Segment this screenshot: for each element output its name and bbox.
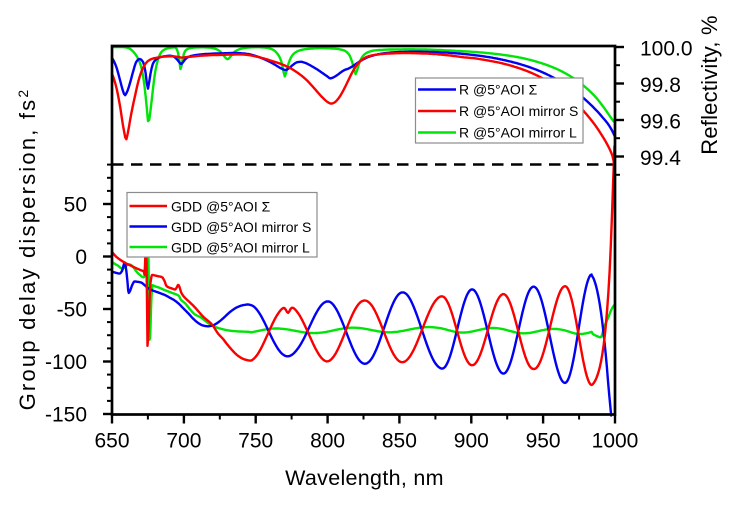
svg-text:-100: -100 [45, 351, 87, 374]
svg-text:950: 950 [526, 430, 561, 453]
svg-text:Reflectivity, %: Reflectivity, % [697, 15, 722, 155]
svg-text:Group delay dispersion, fs2: Group delay dispersion, fs2 [15, 88, 40, 411]
svg-text:Wavelength, nm: Wavelength, nm [285, 466, 444, 490]
svg-text:R @5°AOI Σ: R @5°AOI Σ [459, 82, 538, 98]
svg-text:700: 700 [166, 430, 201, 453]
svg-text:99.6: 99.6 [640, 111, 681, 134]
svg-text:650: 650 [94, 430, 129, 453]
svg-text:-150: -150 [45, 403, 87, 426]
svg-text:R @5°AOI mirror S: R @5°AOI mirror S [459, 103, 578, 119]
svg-text:GDD @5°AOI mirror S: GDD @5°AOI mirror S [171, 219, 311, 235]
svg-text:R @5°AOI mirror L: R @5°AOI mirror L [459, 125, 577, 141]
svg-text:GDD @5°AOI Σ: GDD @5°AOI Σ [171, 199, 271, 215]
svg-text:100.0: 100.0 [640, 38, 693, 61]
svg-text:0: 0 [75, 246, 87, 269]
svg-text:GDD @5°AOI mirror L: GDD @5°AOI mirror L [171, 240, 310, 256]
svg-text:800: 800 [310, 430, 345, 453]
svg-text:-50: -50 [57, 298, 87, 321]
svg-text:99.8: 99.8 [640, 74, 681, 97]
svg-text:99.4: 99.4 [640, 147, 681, 170]
svg-text:50: 50 [64, 193, 87, 216]
svg-text:850: 850 [382, 430, 417, 453]
svg-text:1000: 1000 [592, 430, 639, 453]
svg-text:900: 900 [454, 430, 489, 453]
svg-text:750: 750 [238, 430, 273, 453]
